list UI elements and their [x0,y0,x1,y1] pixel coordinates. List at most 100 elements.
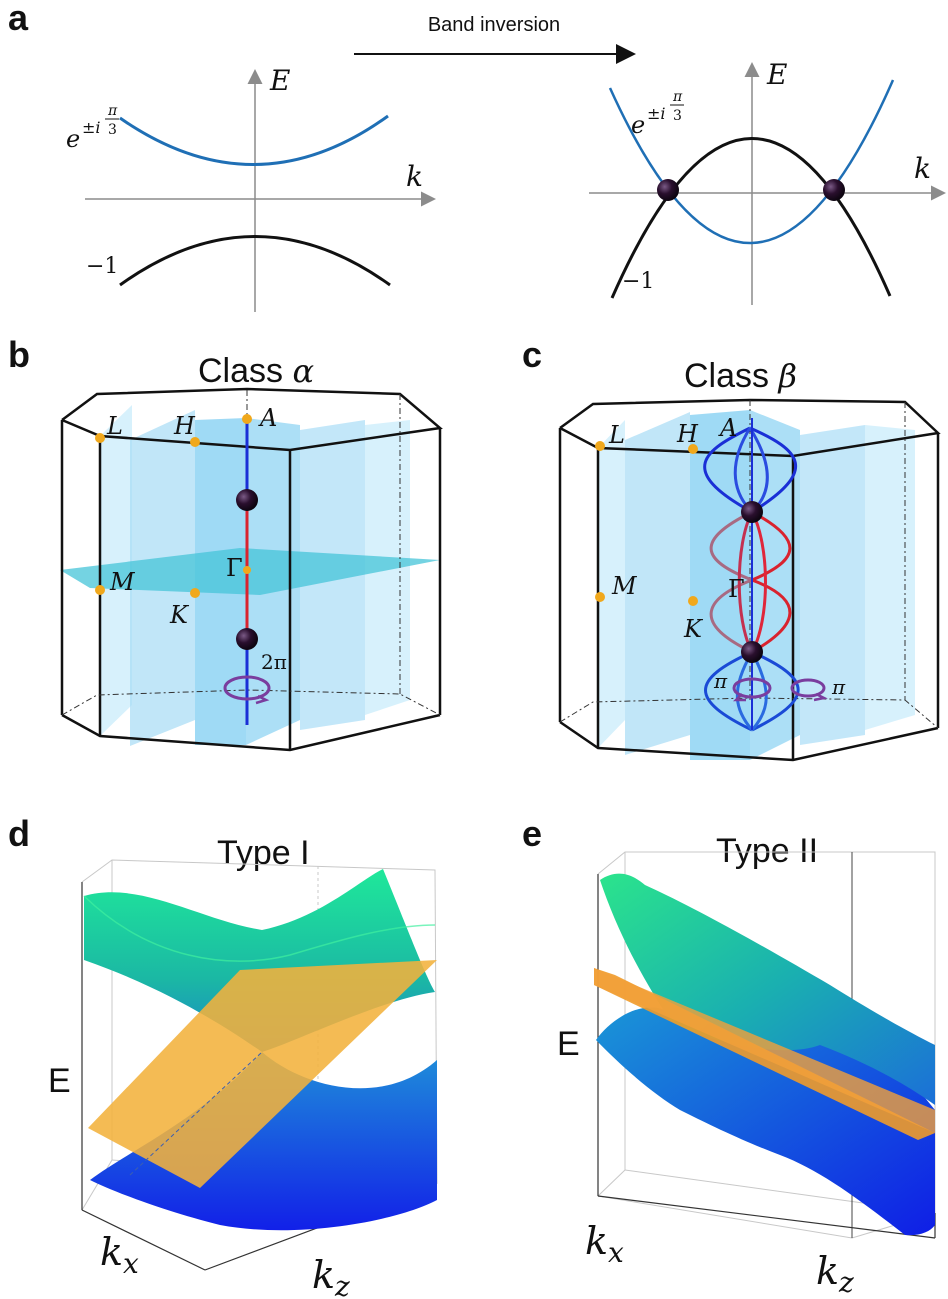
label-base: e [66,125,80,153]
bz-planes-c [598,410,915,760]
kx-sub-e: x [608,1236,624,1269]
panel-c: c Class β [522,334,941,762]
label-M-b: M [109,568,136,596]
orange-plane-e-2 [594,968,935,1133]
blue-loop-top-outer-2 [749,426,798,514]
winding-loop-c-right [790,678,828,702]
label-M-c: M [611,572,638,600]
plot-a-left: E k e ±i π 3 −1 [66,64,436,312]
axis-kz-label-e: kz [816,1249,854,1299]
bz-planes-b [60,405,440,746]
kx-base-d: k [100,1230,123,1274]
upper-band-left [119,114,389,166]
label-exp: ±i [82,118,101,137]
panel-d-letter: d [8,813,30,854]
label-num: π [107,103,118,119]
panel-c-letter: c [522,334,542,375]
blue-loop-bottom-inner-2 [750,651,768,732]
blue-loop-bottom-outer-2 [751,650,800,732]
lower-band-right [610,137,892,299]
upper-band-label-right: e ±i π 3 [631,89,684,139]
upper-band-label-left: e ±i π 3 [66,103,119,153]
label-base: e [631,111,645,139]
plane-c-5 [800,425,865,745]
panel-d-title: Type I [217,834,310,872]
label-L-c: L [608,421,625,449]
panel-d: d Type I E kx kz [8,813,438,1299]
red-chain-1 [709,510,753,582]
label-A-c: A [718,414,737,442]
plane-c-6 [865,425,915,730]
kx-sub-d: x [123,1247,139,1280]
plot-a-right: E k e ±i π 3 −1 [589,58,946,305]
svg-text:kz: kz [312,1253,350,1299]
panel-c-title-symbol: β [777,357,797,395]
label-den: 3 [673,108,682,124]
axis-e-label-left: E [269,64,290,97]
lower-cone-e [596,1007,935,1236]
blue-loop-top-outer [703,426,753,514]
panel-b-title-prefix: Class [198,352,292,390]
kz-base-d: k [312,1253,335,1297]
panel-e-title: Type II [716,832,818,870]
node-b-lower [236,628,258,650]
axis-e-label-d: E [48,1062,71,1100]
label-Gamma-c: Γ [728,575,745,603]
panel-b-title-text: Class α [198,352,314,390]
axis-kz-label-d: kz [312,1253,350,1299]
upper-band-right [608,79,895,245]
axis-k-label-left: k [406,160,423,193]
winding-loop-c-left [732,677,772,702]
lower-band-label-left: −1 [86,254,118,279]
node-b-upper [236,489,258,511]
node-c-lower [741,641,763,663]
point-H-b [190,437,200,447]
red-chain-inner [737,511,754,653]
winding-loop-b [223,675,271,705]
plane-c-2 [625,412,690,755]
kz-sub-e: z [838,1266,854,1299]
label-den: 3 [108,122,117,138]
panel-b: b Class α [8,334,443,752]
hs-points-c [595,441,698,606]
panel-e-letter: e [522,813,542,854]
bz-edges-b [60,387,443,752]
panel-c-title-prefix: Class [684,357,778,395]
label-exp: ±i [647,104,666,123]
point-H-c [688,444,698,454]
kx-base-e: k [585,1219,608,1263]
point-K-b [190,588,200,598]
nodal-lines-c [703,418,800,732]
svg-text:kx: kx [100,1230,139,1280]
label-K-c: K [683,615,704,643]
degeneracy-node-left [657,179,679,201]
red-chain-inner-2 [750,511,767,653]
winding-label-c-right: π [831,675,846,699]
point-M-c [595,592,605,602]
bz-hidden-edges-c [559,400,939,729]
lower-band-left [119,235,391,287]
winding-label-b: 2π [261,650,287,674]
svg-text:kz: kz [816,1249,854,1299]
label-H-c: H [676,420,699,448]
axis-kx-label-e: kx [585,1219,624,1269]
plane-c-3 [690,410,750,760]
axis-e-label-right: E [766,58,787,91]
point-M-b [95,585,105,595]
label-num: π [672,89,683,105]
label-H-b: H [173,412,196,440]
panel-e: e Type II E kx kz [522,813,936,1299]
point-L-c [595,441,605,451]
orange-plane-d [88,960,437,1188]
point-K-c [688,596,698,606]
kz-base-e: k [816,1249,839,1293]
upper-cone-e [600,873,935,1105]
hs-points-b [95,414,252,598]
dirac-line-d [129,1051,263,1176]
point-A-b [242,414,252,424]
kz-sub-d: z [334,1270,350,1299]
node-c-upper [741,501,763,523]
point-L-b [95,433,105,443]
winding-label-c-left: π [713,669,728,693]
